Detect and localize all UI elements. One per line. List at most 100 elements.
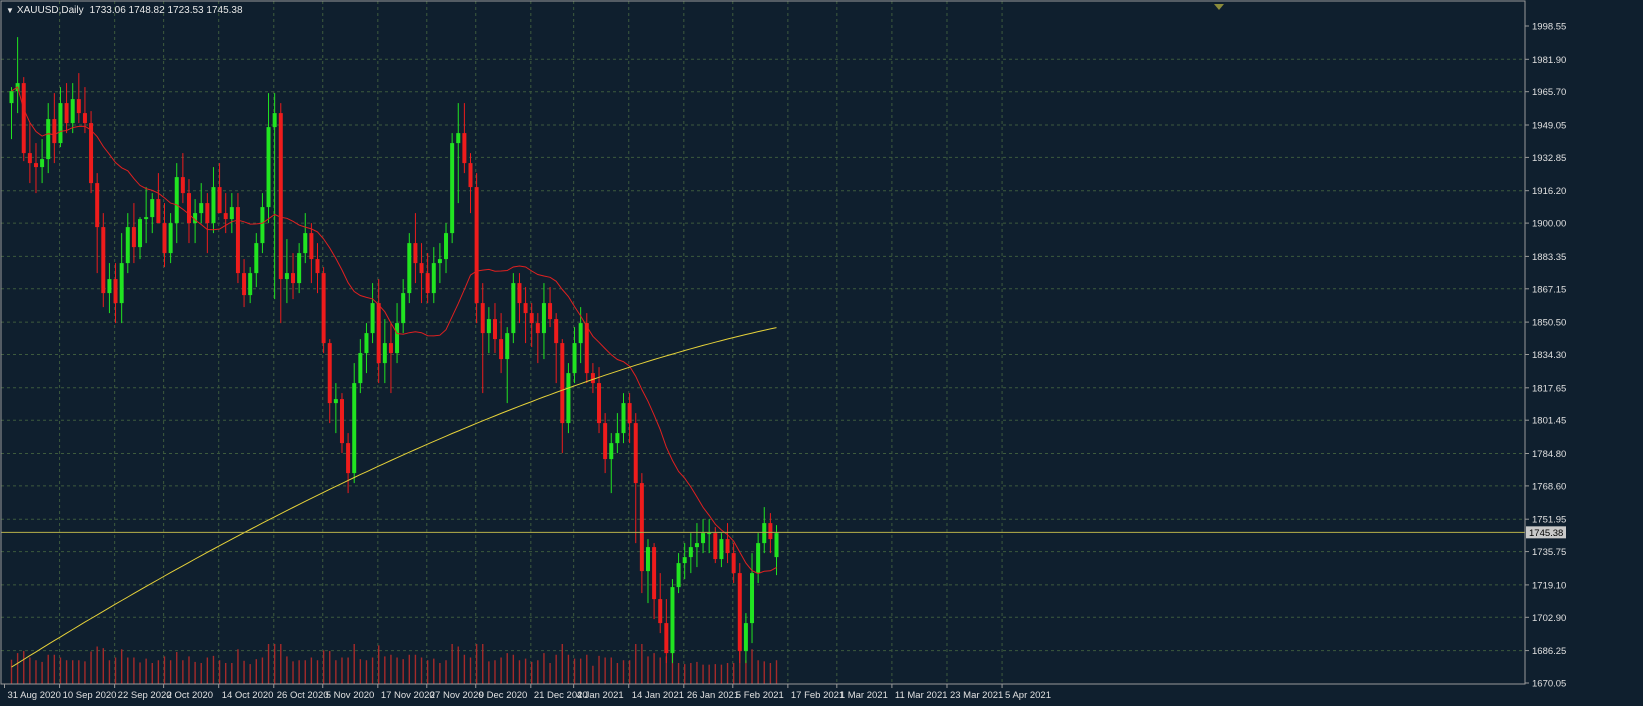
candle-body [352, 383, 357, 474]
candle-body [113, 279, 118, 304]
y-tick-label: 1751.95 [1532, 515, 1566, 526]
candle-body [492, 319, 497, 340]
ma-fast-line [11, 86, 777, 575]
candle-body [395, 323, 400, 354]
candle-body [731, 553, 736, 574]
candle-body [499, 339, 504, 360]
candle-body [743, 623, 748, 652]
price-label-box [1526, 526, 1566, 539]
chart-header: ▼ XAUUSD,Daily 1733.06 1748.82 1723.53 174… [6, 5, 243, 16]
candle-body [456, 133, 461, 144]
y-tick-label: 1702.90 [1532, 613, 1566, 624]
symbol-label: XAUUSD,Daily [16, 5, 84, 16]
candle-body [278, 113, 283, 280]
candle-body [590, 373, 595, 384]
candle-body [413, 243, 418, 264]
ohlc-readout: 1733.06 1748.82 1723.53 1745.38 [89, 5, 243, 16]
candle-body [627, 403, 632, 424]
y-tick-label: 1932.85 [1532, 153, 1566, 164]
x-tick-label: 11 Mar 2021 [895, 690, 948, 701]
moving-averages [11, 86, 777, 668]
candle-body [517, 283, 522, 304]
x-tick-label: 5 Apr 2021 [1005, 690, 1051, 701]
candle-body [150, 199, 155, 218]
y-tick-label: 1719.10 [1532, 580, 1566, 591]
candle-body [40, 159, 45, 168]
x-tick-label: 22 Sep 2020 [118, 690, 172, 701]
candle-body [652, 547, 657, 600]
y-tick-label: 1686.25 [1532, 646, 1566, 657]
volume-bars [10, 644, 778, 684]
candle-body [284, 273, 289, 280]
candle-body [480, 303, 485, 334]
candle-body [382, 343, 387, 364]
candle-body [388, 343, 393, 354]
candle-body [70, 99, 75, 124]
candle-body [46, 119, 51, 160]
candle-body [658, 599, 663, 624]
candle-body [444, 233, 449, 260]
x-tick-label: 26 Jan 2021 [687, 690, 739, 701]
y-tick-label: 1900.00 [1532, 219, 1566, 230]
candle-body [474, 187, 479, 304]
collapse-arrow-icon[interactable]: ▼ [6, 6, 14, 15]
candle-body [694, 543, 699, 548]
candle-body [615, 433, 620, 444]
y-tick-label: 1883.35 [1532, 252, 1566, 263]
candle-body [431, 263, 436, 294]
candle-body [76, 99, 81, 114]
candle-body [468, 163, 473, 188]
candle-body [144, 217, 149, 220]
candle-body [407, 243, 412, 294]
candle-body [260, 207, 265, 244]
candle-body [376, 303, 381, 364]
candle-body [9, 91, 14, 104]
candle-body [156, 199, 161, 224]
candle-body [64, 103, 69, 124]
x-tick-label: 5 Feb 2021 [736, 690, 784, 701]
grid [1, 1, 1525, 684]
y-tick-label: 1850.50 [1532, 318, 1566, 329]
candle-body [138, 219, 143, 248]
candle-body [419, 263, 424, 274]
price-axis[interactable]: 1998.55 1981.90 1965.70 1949.05 1932.85 1916.… [1525, 22, 1566, 690]
candle-body [315, 259, 320, 274]
candle-body [768, 523, 773, 540]
candle-body [309, 233, 314, 260]
candle-body [523, 303, 528, 314]
candle-body [437, 259, 442, 264]
y-tick-label: 1998.55 [1532, 22, 1566, 33]
candle-body [603, 423, 608, 460]
candle-body [168, 223, 173, 254]
candle-body [609, 443, 614, 460]
scroll-marker-icon[interactable] [1214, 4, 1224, 10]
candle-body [254, 243, 259, 274]
y-tick-label: 1834.30 [1532, 350, 1566, 361]
candle-body [327, 343, 332, 404]
candle-body [21, 83, 26, 154]
candle-body [621, 403, 626, 434]
candle-body [633, 423, 638, 484]
candle-body [554, 319, 559, 344]
candle-body [535, 323, 540, 334]
candle-body [266, 127, 271, 208]
y-tick-label: 1867.15 [1532, 284, 1566, 295]
candle-body [229, 207, 234, 220]
candle-body [193, 213, 198, 224]
candle-body [486, 319, 491, 334]
candle-body [27, 153, 32, 164]
candle-body [333, 399, 338, 404]
x-tick-label: 2 Oct 2020 [167, 690, 213, 701]
candle-body [217, 187, 222, 214]
y-tick-label: 1801.45 [1532, 416, 1566, 427]
candle-body [572, 343, 577, 374]
candle-body [750, 573, 755, 624]
y-tick-label: 1981.90 [1532, 55, 1566, 66]
candle-body [346, 443, 351, 474]
x-tick-label: 10 Sep 2020 [63, 690, 117, 701]
candle-body [248, 273, 253, 296]
candle-body [425, 273, 430, 294]
x-tick-label: 21 Dec 2020 [534, 690, 588, 701]
